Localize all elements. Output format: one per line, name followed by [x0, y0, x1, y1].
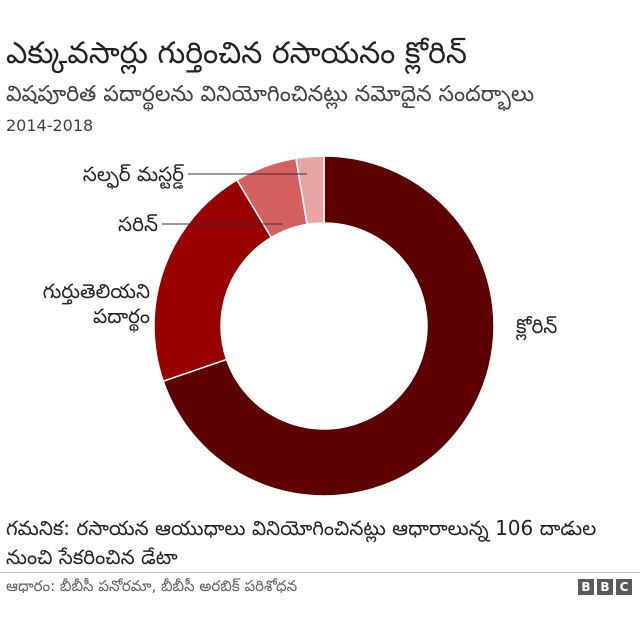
chart-period: 2014-2018 — [6, 116, 94, 135]
chart-subtitle: విషపూరిత పదార్థలను వినియోగించినట్లు నమోద… — [6, 82, 535, 107]
footer-divider — [0, 572, 640, 573]
label-chlorine: క్లోరిన్ — [516, 314, 557, 341]
bbc-logo-block: C — [616, 579, 632, 595]
donut-slices — [153, 155, 495, 497]
label-unknown-line2: పదార్థం — [93, 304, 150, 333]
bbc-logo-block: B — [597, 579, 613, 595]
label-sulphur-mustard: సల్ఫర్ మస్టర్డ్ — [83, 162, 184, 190]
bbc-logo-block: B — [578, 579, 594, 595]
bbc-logo: B B C — [578, 579, 632, 595]
chart-title: ఎక్కువసార్లు గుర్తించిన రసాయనం క్లోరిన్ — [6, 36, 467, 71]
donut-chart: క్లోరిన్ గుర్తుతెలియని పదార్థం సరిన్ సల్… — [43, 155, 557, 497]
donut-slice-3 — [295, 155, 325, 226]
label-sarin: సరిన్ — [118, 212, 158, 236]
donut-slice-0 — [162, 155, 495, 497]
source-credit: ఆధారం: బీబీసీ పనోరమా, బీబీసీ అరబిక్ పరిశ… — [6, 577, 298, 595]
donut-slice-1 — [153, 178, 273, 383]
footnote: గమనిక: రసాయన ఆయుధాలు వినియోగించినట్లు ఆధ… — [6, 516, 597, 569]
label-unknown-line1: గుర్తుతెలియని — [43, 279, 150, 305]
